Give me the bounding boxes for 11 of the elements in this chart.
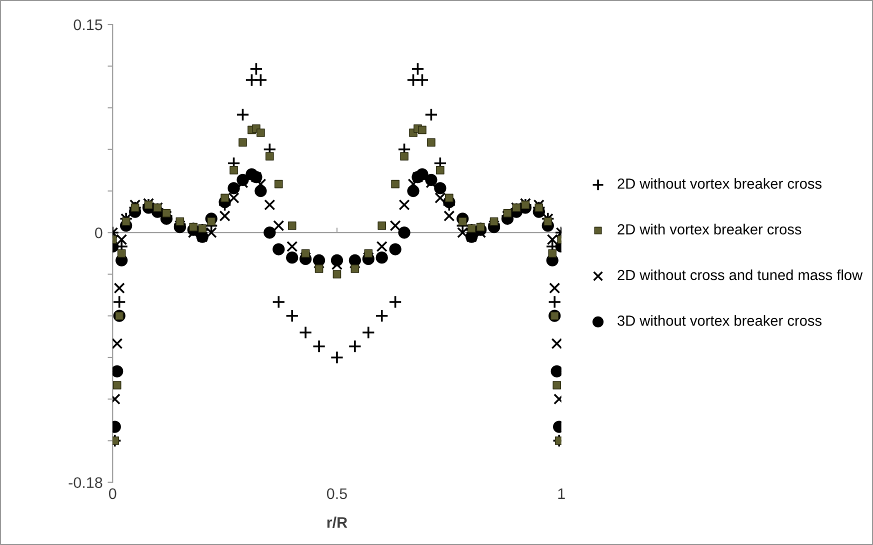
x-tick-label: 0.5	[326, 488, 347, 500]
legend-label: 2D with vortex breaker cross	[618, 224, 802, 234]
y-tick-label: 0	[94, 227, 102, 238]
legend-label: 3D without vortex breaker cross	[618, 315, 822, 326]
legend-label: 2D without cross and tuned mass flow	[618, 269, 863, 280]
y-tick-label: 0.15	[74, 19, 102, 30]
x-tick-label: 0	[108, 488, 116, 500]
x-tick-label: 1	[558, 488, 565, 499]
y-tick-label: -0.18	[68, 477, 102, 488]
legend-label: 2D without vortex breaker cross	[618, 178, 822, 189]
x-axis-title: r/R	[327, 516, 348, 528]
